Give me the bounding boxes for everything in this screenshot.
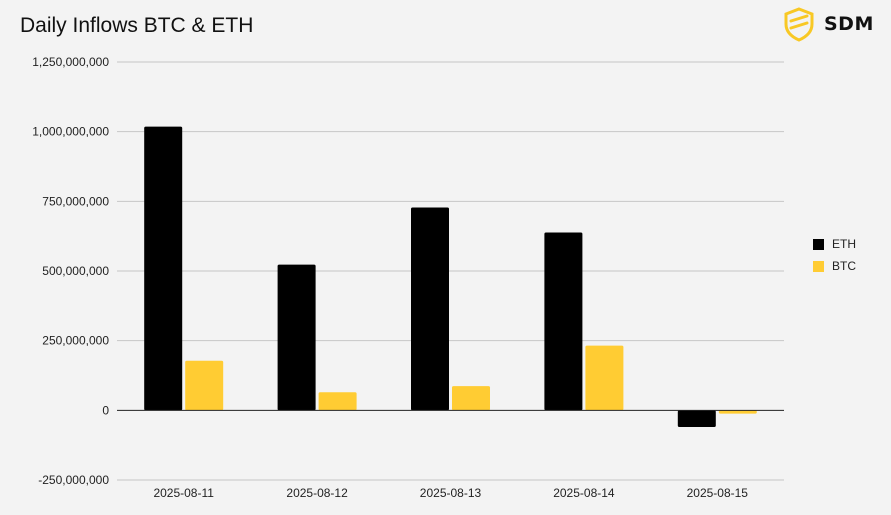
- chart-legend: ETH BTC: [813, 233, 856, 277]
- tick-labels: -250,000,000 0 250,000,000 500,000,000 750,0…: [32, 55, 748, 500]
- bar-eth: [411, 207, 449, 411]
- legend-label-btc: BTC: [832, 259, 856, 273]
- bar-eth: [144, 126, 183, 411]
- y-tick-label: 750,000,000: [42, 194, 109, 208]
- y-tick-label: 0: [102, 403, 109, 417]
- grid-lines: [117, 61, 784, 481]
- bar-btc: [718, 410, 757, 414]
- sdm-logo: SDM: [781, 6, 881, 42]
- legend-item-btc: BTC: [813, 255, 856, 277]
- bar-btc: [185, 360, 224, 411]
- y-tick-label: -250,000,000: [38, 473, 109, 487]
- logo-text: SDM: [824, 13, 874, 35]
- bar-btc: [318, 392, 357, 411]
- legend-swatch-btc: [813, 260, 824, 272]
- legend-item-eth: ETH: [813, 233, 856, 255]
- y-tick-label: 250,000,000: [42, 334, 109, 348]
- x-tick-label: 2025-08-11: [153, 486, 214, 500]
- shield-icon: [784, 7, 814, 42]
- bars: [144, 126, 757, 428]
- x-tick-label: 2025-08-13: [420, 486, 482, 500]
- x-tick-label: 2025-08-12: [286, 486, 348, 500]
- bar-btc: [452, 386, 490, 411]
- legend-swatch-eth: [813, 238, 824, 250]
- legend-label-eth: ETH: [832, 237, 856, 251]
- chart-title: Daily Inflows BTC & ETH: [20, 14, 254, 37]
- x-tick-label: 2025-08-15: [687, 486, 749, 500]
- y-tick-label: 1,250,000,000: [32, 55, 109, 69]
- bar-eth: [277, 264, 316, 411]
- y-tick-label: 1,000,000,000: [32, 125, 109, 139]
- bar-btc: [585, 345, 624, 411]
- y-tick-label: 500,000,000: [42, 264, 109, 278]
- x-tick-label: 2025-08-14: [553, 486, 615, 500]
- bar-eth: [544, 232, 583, 411]
- bar-eth: [677, 410, 716, 428]
